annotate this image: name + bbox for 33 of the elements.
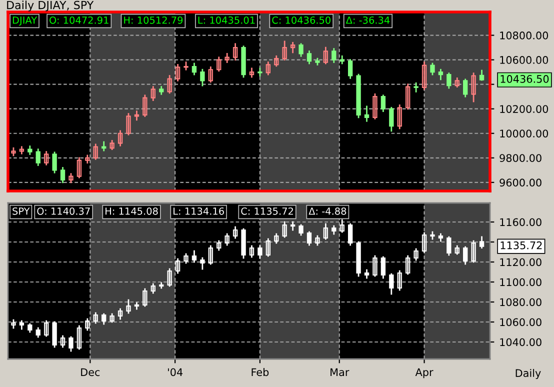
y-tick-label: 1100.00 — [500, 278, 542, 286]
y-tick-label: 1060.00 — [500, 318, 542, 326]
annotation: L: 10435.01 — [198, 16, 255, 24]
x-tick-label: '04 — [168, 368, 183, 376]
y-tick-label: 9600.00 — [500, 178, 542, 187]
y-tick-label: 9800.00 — [500, 154, 542, 162]
annotation: H: 1145.08 — [106, 207, 158, 215]
x-tick-label: Mar — [330, 368, 350, 376]
y-tick-label: 1080.00 — [500, 298, 542, 306]
annotation: Δ: -36.34 — [346, 16, 390, 24]
annotation: H: 10512.79 — [124, 16, 183, 24]
annotation: L: 1134.16 — [174, 207, 224, 215]
y-tick-label: 1160.00 — [500, 218, 542, 226]
annotation: C: 1135.72 — [241, 207, 293, 215]
annotation: C: 10436.50 — [272, 16, 330, 24]
annotation: O: 1140.37 — [37, 207, 90, 215]
y-tick-label: 10600.00 — [500, 56, 548, 64]
chart-title: Daily DJIAY, SPY — [7, 0, 94, 12]
y-tick-label: 10800.00 — [500, 32, 548, 40]
y-tick-label: 10200.00 — [500, 105, 548, 113]
annotation: 1135.72 — [500, 241, 542, 250]
annotation: SPY — [12, 207, 30, 215]
x-axis-title: Daily — [516, 368, 541, 380]
annotation: Δ: -4.88 — [308, 207, 346, 215]
annotation: 10436.50 — [500, 75, 549, 83]
y-tick-label: 1120.00 — [500, 258, 542, 266]
annotation: O: 10472.91 — [50, 16, 108, 24]
x-tick-label: Dec — [81, 368, 100, 376]
x-tick-label: Feb — [252, 368, 269, 376]
annotation: DJIAY — [12, 16, 38, 26]
x-tick-label: Apr — [415, 368, 434, 378]
y-tick-label: 1040.00 — [500, 338, 542, 346]
y-tick-label: 10000.00 — [500, 130, 548, 138]
